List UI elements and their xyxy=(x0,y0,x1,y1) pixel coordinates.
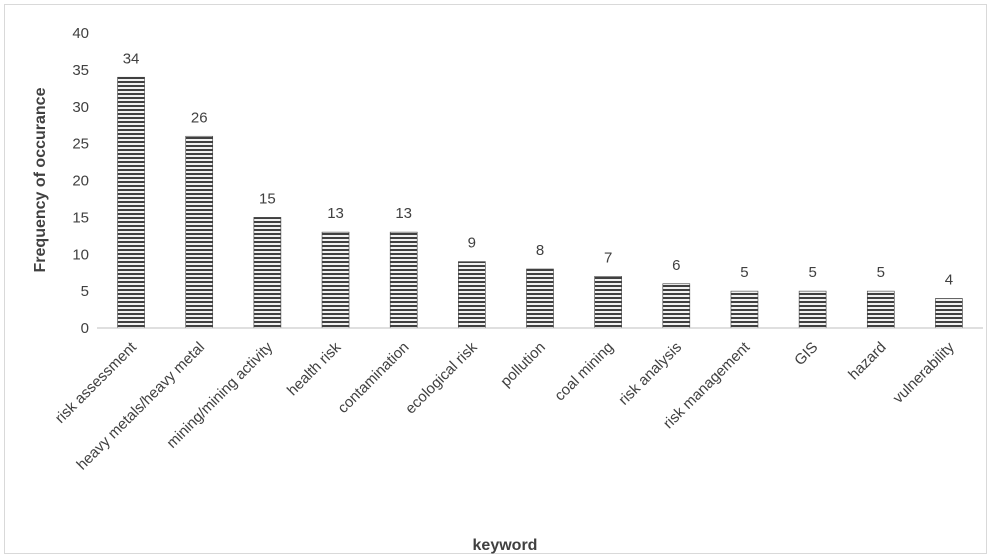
x-tick-label: risk analysis xyxy=(615,339,685,409)
data-label: 5 xyxy=(808,264,816,281)
bars xyxy=(117,76,963,329)
bar xyxy=(866,290,895,329)
bar xyxy=(185,135,214,329)
bar xyxy=(935,298,963,329)
x-tick-label: coal mining xyxy=(551,339,617,405)
x-tick-label: ecological risk xyxy=(402,338,481,417)
bar-chart: 0 5 10 15 20 25 30 35 40 34 26 15 13 13 9 8 7 6 5 5 5 4 risk… xyxy=(32,25,983,554)
data-label: 4 xyxy=(945,272,953,289)
x-tick-label: pollution xyxy=(497,339,549,391)
bar xyxy=(117,76,145,329)
data-label: 13 xyxy=(395,205,412,222)
data-label: 26 xyxy=(191,109,208,126)
data-label: 5 xyxy=(877,264,885,281)
y-tick-label: 35 xyxy=(72,62,89,79)
bar xyxy=(458,261,486,329)
bar xyxy=(526,268,554,329)
bar xyxy=(798,290,827,329)
bar xyxy=(321,231,350,329)
y-tick-label: 25 xyxy=(72,136,89,153)
x-tick-label: health risk xyxy=(284,338,345,399)
data-label: 5 xyxy=(740,264,748,281)
data-label: 34 xyxy=(123,50,140,67)
data-label: 6 xyxy=(672,257,680,274)
y-tick-label: 5 xyxy=(81,283,89,300)
y-tick-label: 40 xyxy=(72,25,89,42)
y-tick-label: 30 xyxy=(72,99,89,116)
x-tick-label: vulnerability xyxy=(890,338,958,406)
data-label: 9 xyxy=(468,235,476,252)
x-axis-title: keyword xyxy=(473,537,538,554)
bar xyxy=(594,276,622,329)
x-tick-label: GIS xyxy=(791,339,821,369)
chart-frame: 0 5 10 15 20 25 30 35 40 34 26 15 13 13 9 8 7 6 5 5 5 4 risk… xyxy=(4,4,987,554)
bar xyxy=(253,217,282,329)
y-tick-label: 0 xyxy=(81,320,89,337)
x-tick-label: heavy metals/heavy metal xyxy=(73,339,208,474)
data-labels: 34 26 15 13 13 9 8 7 6 5 5 5 4 xyxy=(123,50,953,288)
bar xyxy=(389,231,418,329)
bar xyxy=(662,283,691,329)
data-label: 7 xyxy=(604,249,612,266)
y-tick-label: 20 xyxy=(72,173,89,190)
y-axis-title: Frequency of occurance xyxy=(32,87,49,272)
y-axis-ticks: 0 5 10 15 20 25 30 35 40 xyxy=(72,25,89,337)
data-label: 15 xyxy=(259,190,276,207)
bar xyxy=(730,290,759,329)
data-label: 8 xyxy=(536,242,544,259)
data-label: 13 xyxy=(327,205,344,222)
y-tick-label: 15 xyxy=(72,209,89,226)
x-tick-label: contamination xyxy=(334,339,412,417)
y-tick-label: 10 xyxy=(72,246,89,263)
x-tick-label: hazard xyxy=(845,339,889,383)
